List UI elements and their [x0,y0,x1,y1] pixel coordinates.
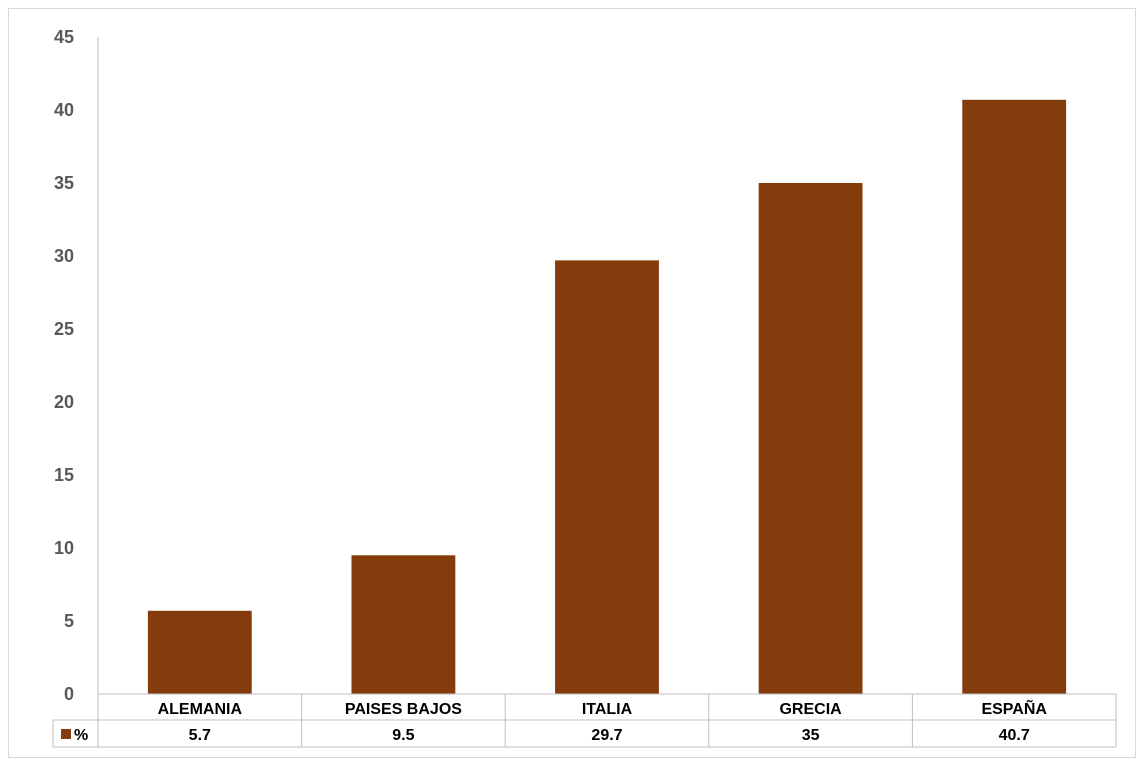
y-tick-label: 45 [54,27,74,47]
y-tick-label: 5 [64,611,74,631]
y-tick-label: 10 [54,538,74,558]
bar-paises-bajos [351,555,456,694]
category-label: ESPAÑA [981,698,1047,718]
y-tick-label: 0 [64,684,74,704]
table-value: 35 [802,727,820,744]
bar-grecia [758,183,863,694]
y-tick-label: 15 [54,465,74,485]
category-label: ITALIA [582,701,633,718]
table-value: 5.7 [189,727,211,744]
y-tick-label: 20 [54,392,74,412]
table-value: 9.5 [392,727,414,744]
y-tick-label: 30 [54,246,74,266]
y-tick-label: 40 [54,100,74,120]
category-label: GRECIA [779,701,842,718]
category-label: ALEMANIA [158,701,243,718]
bar-españa [962,99,1067,694]
series-name: % [74,727,88,744]
bar-alemania [147,610,252,694]
table-value: 29.7 [591,727,622,744]
legend-key [61,729,71,739]
y-tick-label: 25 [54,319,74,339]
y-tick-label: 35 [54,173,74,193]
table-value: 40.7 [999,727,1030,744]
category-label: PAISES BAJOS [345,701,462,718]
bar-italia [555,260,659,694]
